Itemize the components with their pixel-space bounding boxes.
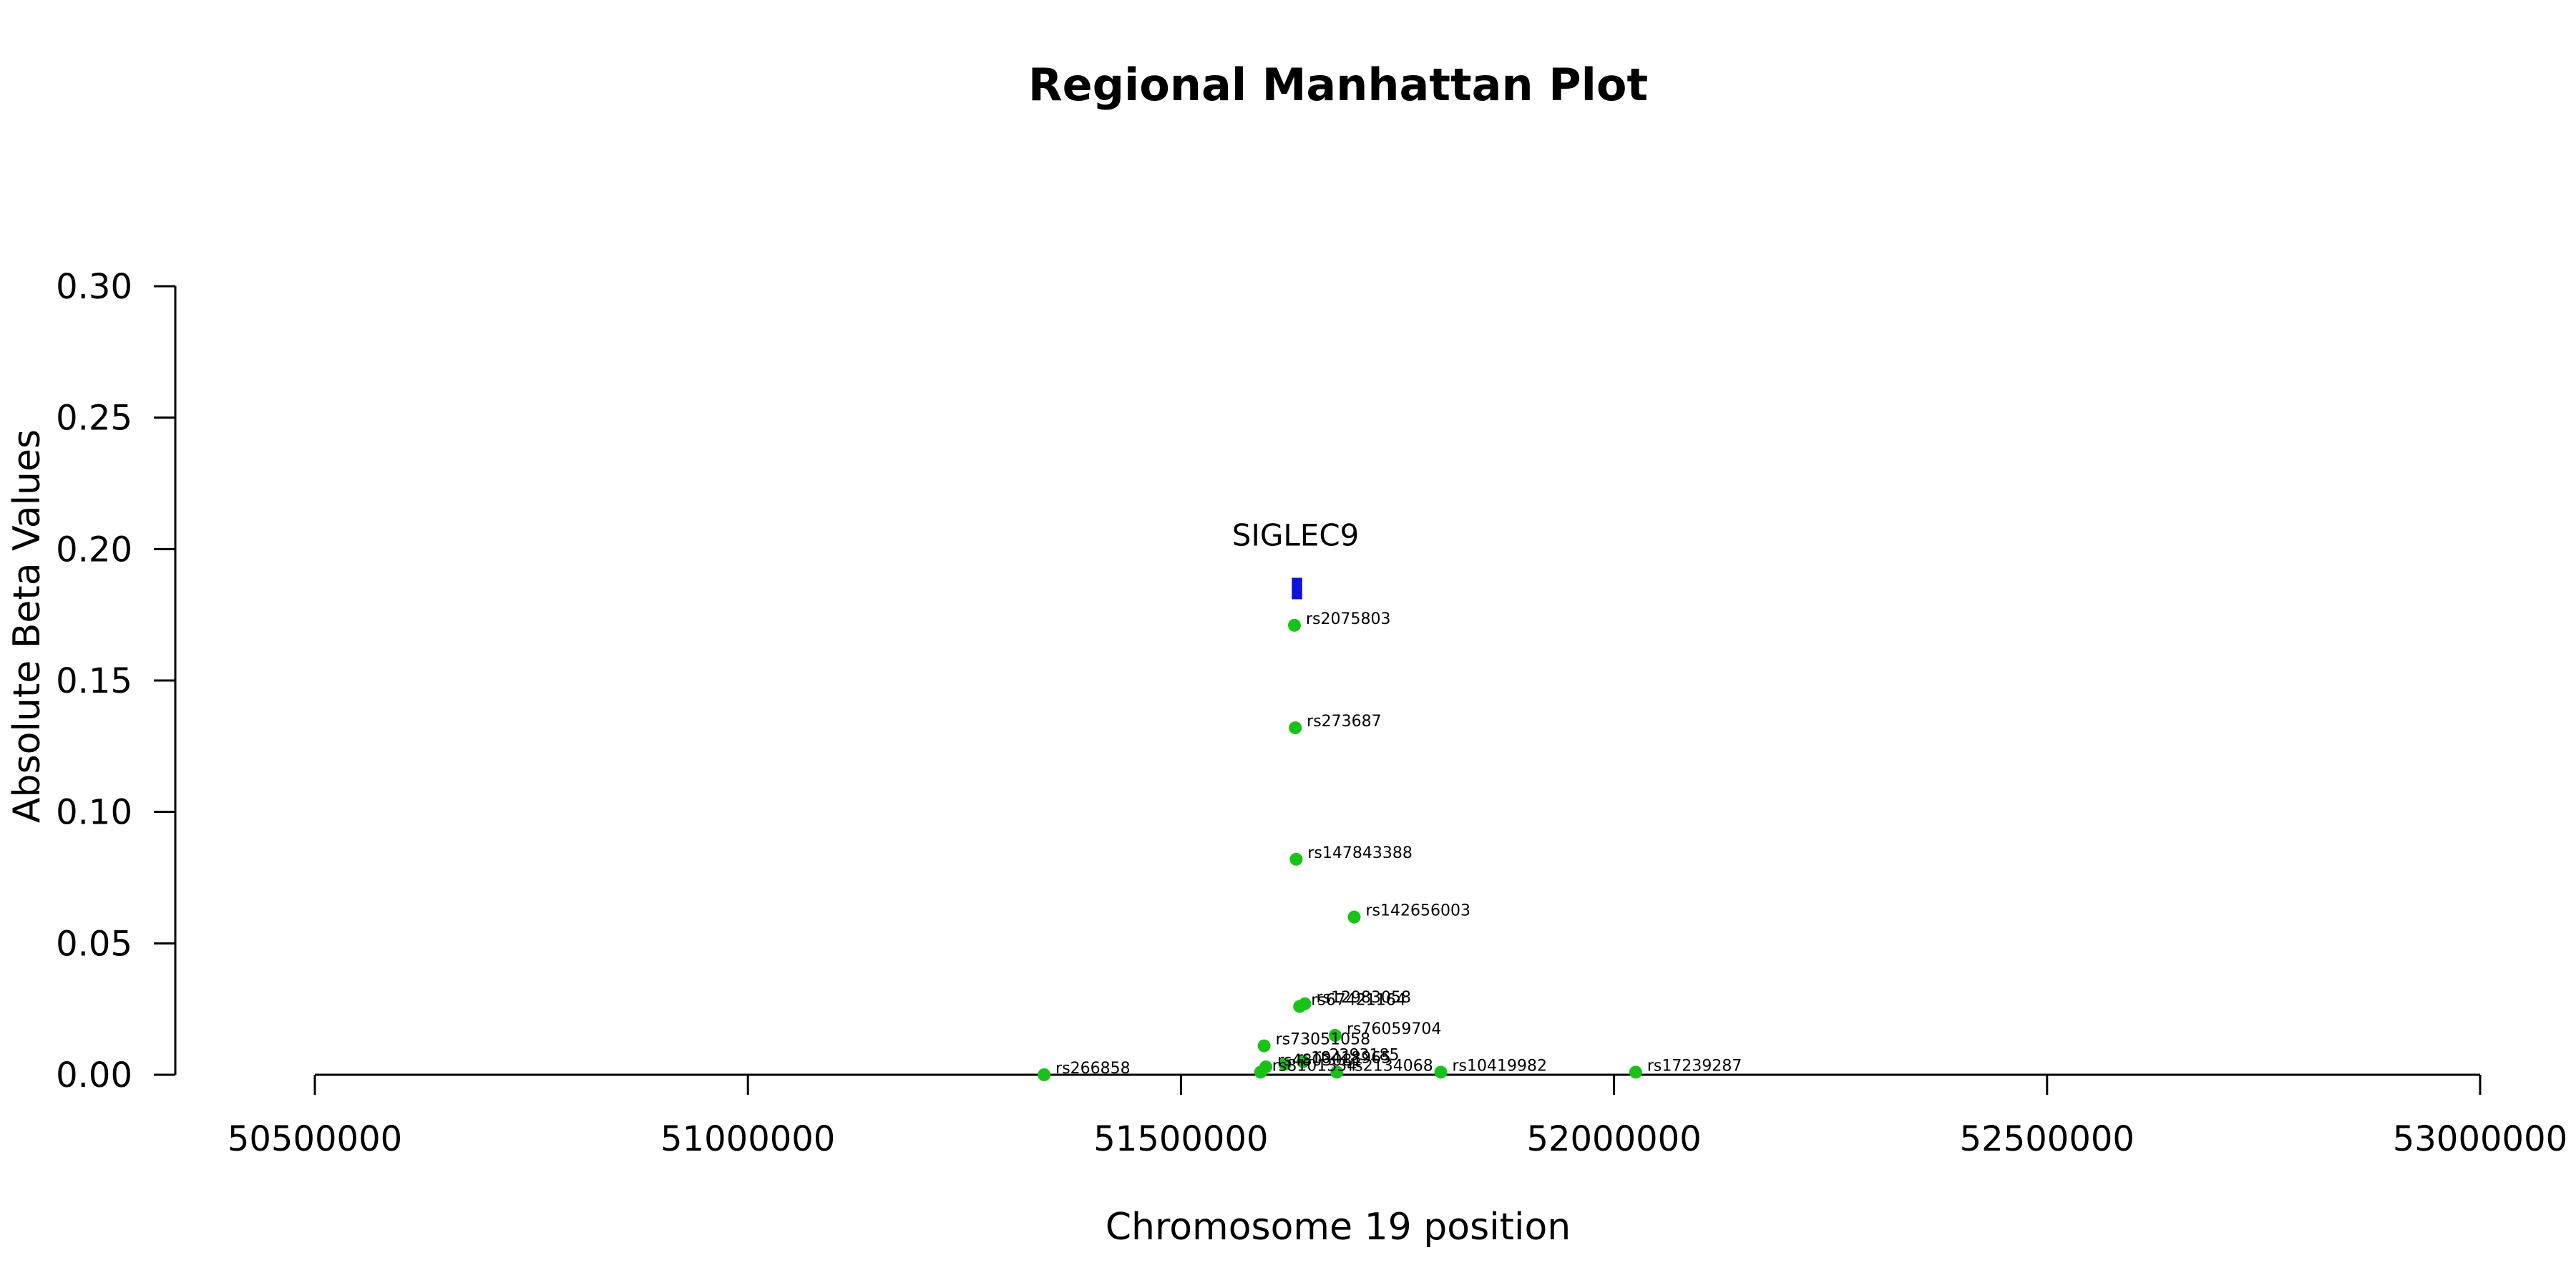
snp-label: rs142656003 <box>1365 902 1470 920</box>
y-tick-label: 0.30 <box>56 267 132 307</box>
snp-point <box>1257 1039 1271 1053</box>
snp-label: rs12983058 <box>1316 989 1410 1007</box>
snp-label: rs17239287 <box>1647 1057 1742 1075</box>
snp-point <box>1289 721 1302 735</box>
snp-label: rs10418965 <box>1297 1049 1391 1067</box>
snp-label: rs2293185 <box>1314 1047 1400 1065</box>
snp-point <box>1347 910 1361 924</box>
y-tick-label: 0.05 <box>56 924 132 964</box>
gene-label: SIGLEC9 <box>1232 517 1360 552</box>
snp-point <box>1278 1058 1292 1071</box>
snp-label: rs266858 <box>1055 1060 1131 1078</box>
gene-block-siglec9 <box>1292 577 1302 600</box>
y-tick-label: 0.10 <box>56 793 132 833</box>
snp-point <box>1297 1055 1310 1068</box>
y-tick-label: 0.25 <box>56 399 132 439</box>
snp-point <box>1254 1065 1267 1079</box>
snp-point <box>1328 1028 1342 1042</box>
x-tick-label: 53000000 <box>2393 1119 2567 1159</box>
snp-point <box>1629 1065 1642 1079</box>
snp-label: rs73051058 <box>1276 1031 1370 1049</box>
snp-label: rs10419982 <box>1453 1057 1547 1075</box>
snp-label: rs67421164 <box>1311 991 1405 1009</box>
x-tick-label: 52000000 <box>1526 1119 1701 1159</box>
y-tick-label: 0.00 <box>56 1055 132 1096</box>
y-tick-label: 0.15 <box>56 661 132 701</box>
snp-point <box>1434 1065 1448 1079</box>
snp-point <box>1287 618 1301 632</box>
x-tick-label: 51500000 <box>1093 1119 1268 1159</box>
snp-label: rs2134068 <box>1348 1057 1433 1075</box>
snp-point <box>1289 852 1303 866</box>
snp-label: rs4803081 <box>1277 1052 1362 1070</box>
x-tick-label: 51000000 <box>660 1119 835 1159</box>
snp-label: rs2075803 <box>1306 610 1391 628</box>
snp-label: rs8101334 <box>1272 1057 1357 1075</box>
y-axis-ticks: 0.00 0.05 0.10 0.15 0.20 0.25 0.30 <box>56 267 175 1096</box>
snp-points: rs2075803 rs273687 rs147843388 rs142656003 r… <box>1038 610 1742 1081</box>
snp-point <box>1293 1000 1307 1013</box>
x-axis-label: Chromosome 19 position <box>1106 1206 1571 1249</box>
snp-label: rs273687 <box>1307 713 1382 731</box>
y-tick-label: 0.20 <box>56 530 132 570</box>
gene-track: SIGLEC9 <box>1232 517 1360 600</box>
x-tick-label: 52500000 <box>1960 1119 2135 1159</box>
x-tick-label: 50500000 <box>228 1119 402 1159</box>
snp-label: rs147843388 <box>1307 844 1412 862</box>
snp-point <box>1038 1068 1051 1081</box>
chart-title: Regional Manhattan Plot <box>1028 59 1648 111</box>
x-axis-ticks: 50500000 51000000 51500000 52000000 52500000… <box>228 1075 2567 1159</box>
y-axis-label: Absolute Beta Values <box>6 429 49 823</box>
snp-point <box>1330 1065 1344 1079</box>
snp-label: rs76059704 <box>1347 1020 1441 1038</box>
